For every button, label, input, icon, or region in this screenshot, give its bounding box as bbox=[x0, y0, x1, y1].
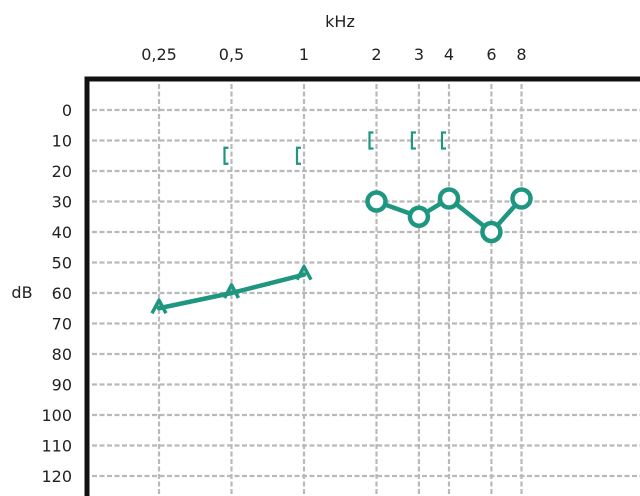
data-point-bracket bbox=[410, 131, 416, 150]
x-tick-label: 8 bbox=[516, 45, 526, 64]
y-tick-label: 10 bbox=[52, 132, 72, 151]
y-tick-label: 50 bbox=[52, 254, 72, 273]
data-series bbox=[150, 131, 533, 315]
data-point-circle bbox=[365, 190, 388, 213]
x-tick-label: 6 bbox=[486, 45, 496, 64]
data-point-bracket bbox=[295, 146, 301, 165]
y-tick-label: 30 bbox=[52, 193, 72, 212]
data-point-bracket bbox=[223, 146, 229, 165]
data-point-triangle bbox=[222, 283, 241, 299]
y-axis-label: dB bbox=[11, 283, 32, 302]
data-point-bracket bbox=[440, 131, 446, 150]
y-tick-label: 110 bbox=[41, 437, 72, 456]
data-point-circle bbox=[407, 205, 431, 228]
x-tick-labels: 0,25 0,5 1 2 3 4 6 8 bbox=[141, 45, 526, 64]
series-open-circle bbox=[365, 187, 533, 244]
x-tick-label: 0,25 bbox=[141, 45, 177, 64]
y-tick-label: 60 bbox=[52, 284, 72, 303]
grid-lines bbox=[92, 84, 640, 496]
y-tick-label: 100 bbox=[41, 406, 72, 425]
x-tick-label: 4 bbox=[444, 45, 454, 64]
y-tick-labels: 0 10 20 30 40 50 60 70 80 90 100 110 120 bbox=[41, 101, 72, 486]
y-tick-label: 70 bbox=[52, 315, 72, 334]
series-line bbox=[156, 272, 307, 311]
data-point-bracket bbox=[368, 131, 374, 150]
data-point-triangle bbox=[295, 264, 313, 281]
plot-frame bbox=[84, 76, 640, 496]
x-tick-label: 3 bbox=[414, 45, 424, 64]
y-tick-label: 40 bbox=[52, 223, 72, 242]
y-tick-label: 0 bbox=[62, 101, 72, 120]
x-tick-label: 2 bbox=[371, 45, 381, 64]
x-axis-label: kHz bbox=[325, 12, 355, 31]
data-point-circle bbox=[510, 187, 533, 210]
data-point-circle bbox=[437, 187, 461, 210]
series-triangle-cap bbox=[150, 264, 313, 315]
data-point-circle bbox=[480, 220, 503, 244]
y-tick-label: 80 bbox=[52, 345, 72, 364]
series-bracket bbox=[223, 131, 446, 165]
data-point-triangle bbox=[150, 298, 168, 315]
y-tick-label: 90 bbox=[52, 376, 72, 395]
y-tick-label: 20 bbox=[52, 162, 72, 181]
y-tick-label: 120 bbox=[41, 467, 72, 486]
x-tick-label: 0,5 bbox=[219, 45, 244, 64]
x-tick-label: 1 bbox=[299, 45, 309, 64]
